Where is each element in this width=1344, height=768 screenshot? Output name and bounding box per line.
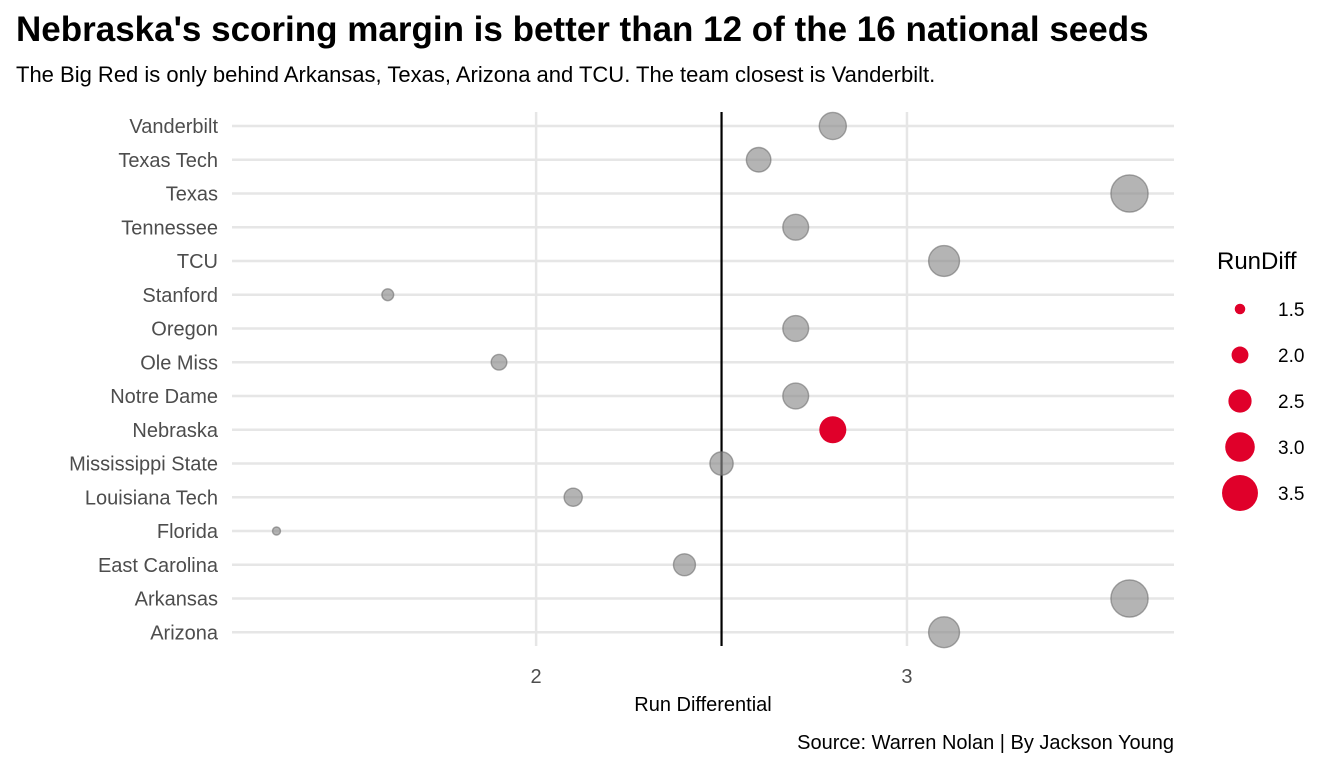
y-tick-label: Nebraska <box>132 420 218 442</box>
y-tick-label: Texas Tech <box>118 150 218 172</box>
legend-label: 3.5 <box>1278 484 1304 505</box>
y-tick-label: Mississippi State <box>69 454 218 476</box>
data-point-oregon <box>782 314 810 343</box>
data-point-vanderbilt <box>818 111 848 141</box>
data-point-mississippi-state <box>709 451 734 476</box>
data-point-florida <box>271 526 282 536</box>
y-tick-label: Vanderbilt <box>129 116 218 138</box>
size-legend: RunDiff 1.5 2.0 2.5 3.0 3.5 <box>1217 248 1304 511</box>
legend-key <box>1228 389 1252 413</box>
legend-label: 1.5 <box>1278 300 1304 321</box>
gridlines <box>232 112 1174 646</box>
y-tick-label: Arizona <box>150 622 219 644</box>
data-point-arizona <box>927 616 961 649</box>
y-tick-label: East Carolina <box>98 555 219 577</box>
data-point-arkansas <box>1110 579 1149 618</box>
data-point-nebraska <box>819 416 847 444</box>
y-axis-labels: Arizona Arkansas East Carolina Florida Louis… <box>69 116 219 644</box>
y-tick-label: TCU <box>177 251 218 273</box>
data-point-texas <box>1110 174 1149 213</box>
data-point-stanford <box>381 288 395 302</box>
y-tick-label: Notre Dame <box>110 386 218 408</box>
legend-key <box>1234 303 1246 315</box>
x-tick-label: 3 <box>901 666 912 688</box>
legend-label: 2.5 <box>1278 392 1304 413</box>
legend-label: 2.0 <box>1278 346 1304 367</box>
y-tick-label: Ole Miss <box>140 352 218 374</box>
y-tick-label: Florida <box>157 521 219 543</box>
data-points <box>271 111 1149 649</box>
legend-key <box>1225 432 1255 462</box>
x-axis-title: Run Differential <box>634 694 771 716</box>
x-tick-label: 2 <box>531 666 542 688</box>
y-tick-label: Stanford <box>142 285 218 307</box>
legend-label: 3.0 <box>1278 438 1304 459</box>
y-tick-label: Arkansas <box>135 589 218 611</box>
chart-title: Nebraska's scoring margin is better than… <box>16 10 1149 49</box>
data-point-louisiana-tech <box>563 487 583 508</box>
data-point-ole-miss <box>490 353 508 371</box>
chart-subtitle: The Big Red is only behind Arkansas, Tex… <box>16 62 936 87</box>
legend-title: RunDiff <box>1217 248 1297 275</box>
y-tick-label: Texas <box>166 184 218 206</box>
data-point-tennessee <box>782 213 810 241</box>
data-point-texas-tech <box>745 146 772 173</box>
legend-key <box>1222 475 1258 511</box>
data-point-east-carolina <box>672 553 697 577</box>
source-caption: Source: Warren Nolan | By Jackson Young <box>797 732 1174 754</box>
legend-key <box>1231 346 1249 364</box>
y-tick-label: Louisiana Tech <box>85 487 218 509</box>
y-tick-label: Oregon <box>151 319 218 341</box>
data-point-notre-dame <box>782 382 810 410</box>
y-tick-label: Tennessee <box>121 217 218 239</box>
data-point-tcu <box>927 244 961 278</box>
